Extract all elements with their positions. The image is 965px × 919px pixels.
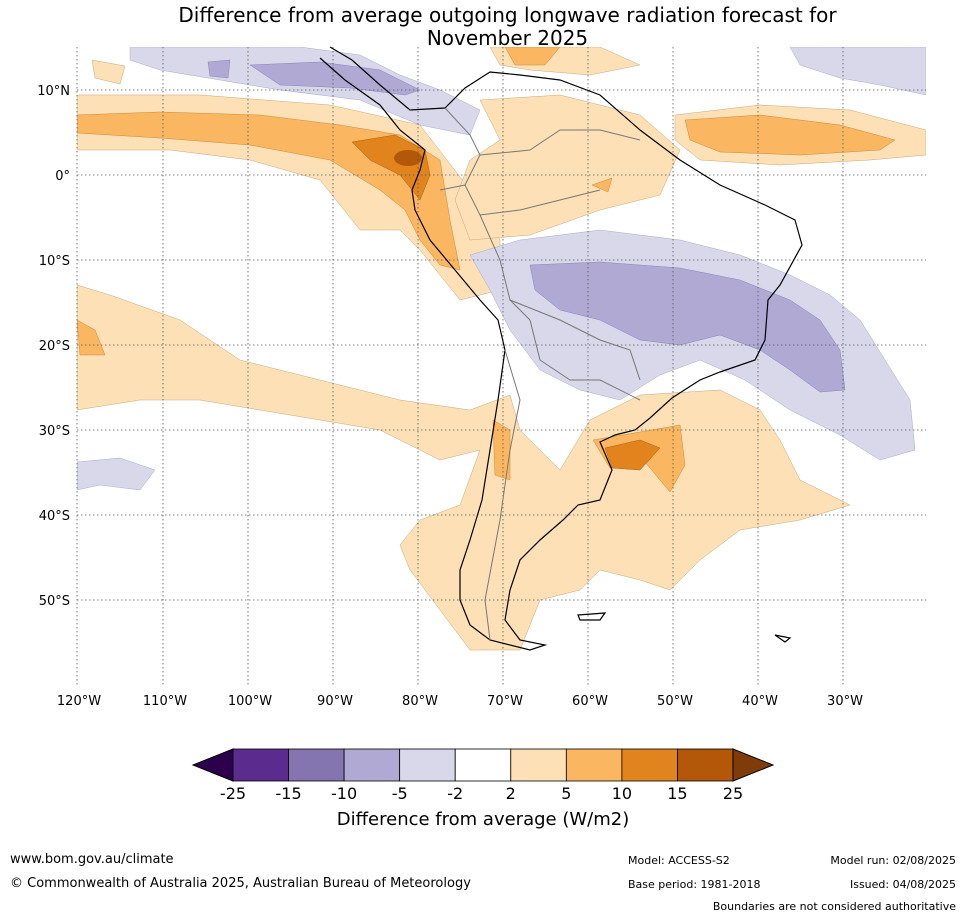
website-link[interactable]: www.bom.gov.au/climate bbox=[10, 852, 174, 867]
lat-tick-label: 40°S bbox=[39, 509, 70, 524]
lon-tick-label: 40°W bbox=[742, 694, 778, 709]
colorbar-tick-label: -15 bbox=[275, 784, 301, 803]
country-borders bbox=[439, 107, 641, 641]
copyright-text: © Commonwealth of Australia 2025, Austra… bbox=[10, 876, 471, 891]
base-period-label: Base period: 1981-2018 bbox=[628, 878, 761, 891]
anomaly-field bbox=[77, 47, 926, 651]
title-line-2: November 2025 bbox=[426, 26, 589, 50]
model-label: Model: ACCESS-S2 bbox=[628, 854, 730, 867]
lon-tick-label: 30°W bbox=[827, 694, 863, 709]
lon-tick-label: 70°W bbox=[487, 694, 523, 709]
lat-tick-label: 0° bbox=[55, 169, 70, 184]
lon-tick-label: 110°W bbox=[143, 694, 187, 709]
lat-tick-label: 10°N bbox=[37, 84, 70, 99]
model-run-label: Model run: 02/08/2025 bbox=[830, 854, 956, 867]
colorbar-bin bbox=[343, 748, 401, 782]
colorbar-tick-label: 5 bbox=[561, 784, 571, 803]
colorbar-tick-label: -25 bbox=[220, 784, 246, 803]
lon-tick-label: 120°W bbox=[57, 694, 101, 709]
chart-title: Difference from average outgoing longwav… bbox=[0, 4, 965, 50]
colorbar-tick-label: -5 bbox=[392, 784, 408, 803]
colorbar-bin bbox=[677, 748, 734, 782]
lat-tick-label: 50°S bbox=[39, 594, 70, 609]
anomaly-15-to-25 bbox=[394, 150, 422, 166]
colorbar-bin bbox=[510, 748, 567, 782]
lon-tick-label: 60°W bbox=[572, 694, 608, 709]
lat-tick-label: 20°S bbox=[39, 339, 70, 354]
lon-tick-label: 50°W bbox=[657, 694, 693, 709]
lat-tick-label: 30°S bbox=[39, 424, 70, 439]
title-line-1: Difference from average outgoing longwav… bbox=[178, 3, 837, 27]
latitude-labels: 10°N 0° 10°S 20°S 30°S 40°S 50°S bbox=[37, 84, 70, 609]
colorbar-tick-label: 15 bbox=[667, 784, 687, 803]
colorbar-max-extend bbox=[732, 748, 775, 782]
colorbar-tick-label: 2 bbox=[506, 784, 516, 803]
lon-tick-label: 80°W bbox=[402, 694, 438, 709]
colorbar-bin bbox=[399, 748, 456, 782]
anomaly-minus10-to-minus5 bbox=[207, 59, 846, 393]
colorbar-bin bbox=[232, 748, 289, 782]
colorbar-bin bbox=[454, 748, 512, 782]
colorbar-label: Difference from average (W/m2) bbox=[337, 809, 629, 830]
lon-tick-label: 100°W bbox=[228, 694, 272, 709]
coastline bbox=[319, 46, 803, 651]
colorbar: -25 -15 -10 -5 -2 2 5 10 15 25 bbox=[191, 748, 775, 803]
lat-tick-label: 10°S bbox=[39, 254, 70, 269]
map-gridlines bbox=[76, 47, 926, 685]
issued-label: Issued: 04/08/2025 bbox=[849, 878, 956, 891]
colorbar-bin bbox=[565, 748, 623, 782]
disclaimer-text: Boundaries are not considered authoritat… bbox=[712, 900, 956, 913]
colorbar-tick-label: 10 bbox=[612, 784, 632, 803]
colorbar-bin bbox=[621, 748, 678, 782]
colorbar-bin bbox=[288, 748, 345, 782]
colorbar-min-extend bbox=[191, 748, 234, 782]
colorbar-tick-label: -10 bbox=[331, 784, 357, 803]
longitude-labels: 120°W 110°W 100°W 90°W 80°W 70°W 60°W 50°W 40°W 3… bbox=[57, 694, 863, 709]
lon-tick-label: 90°W bbox=[317, 694, 353, 709]
colorbar-tick-label: -2 bbox=[447, 784, 463, 803]
colorbar-tick-label: 25 bbox=[723, 784, 743, 803]
